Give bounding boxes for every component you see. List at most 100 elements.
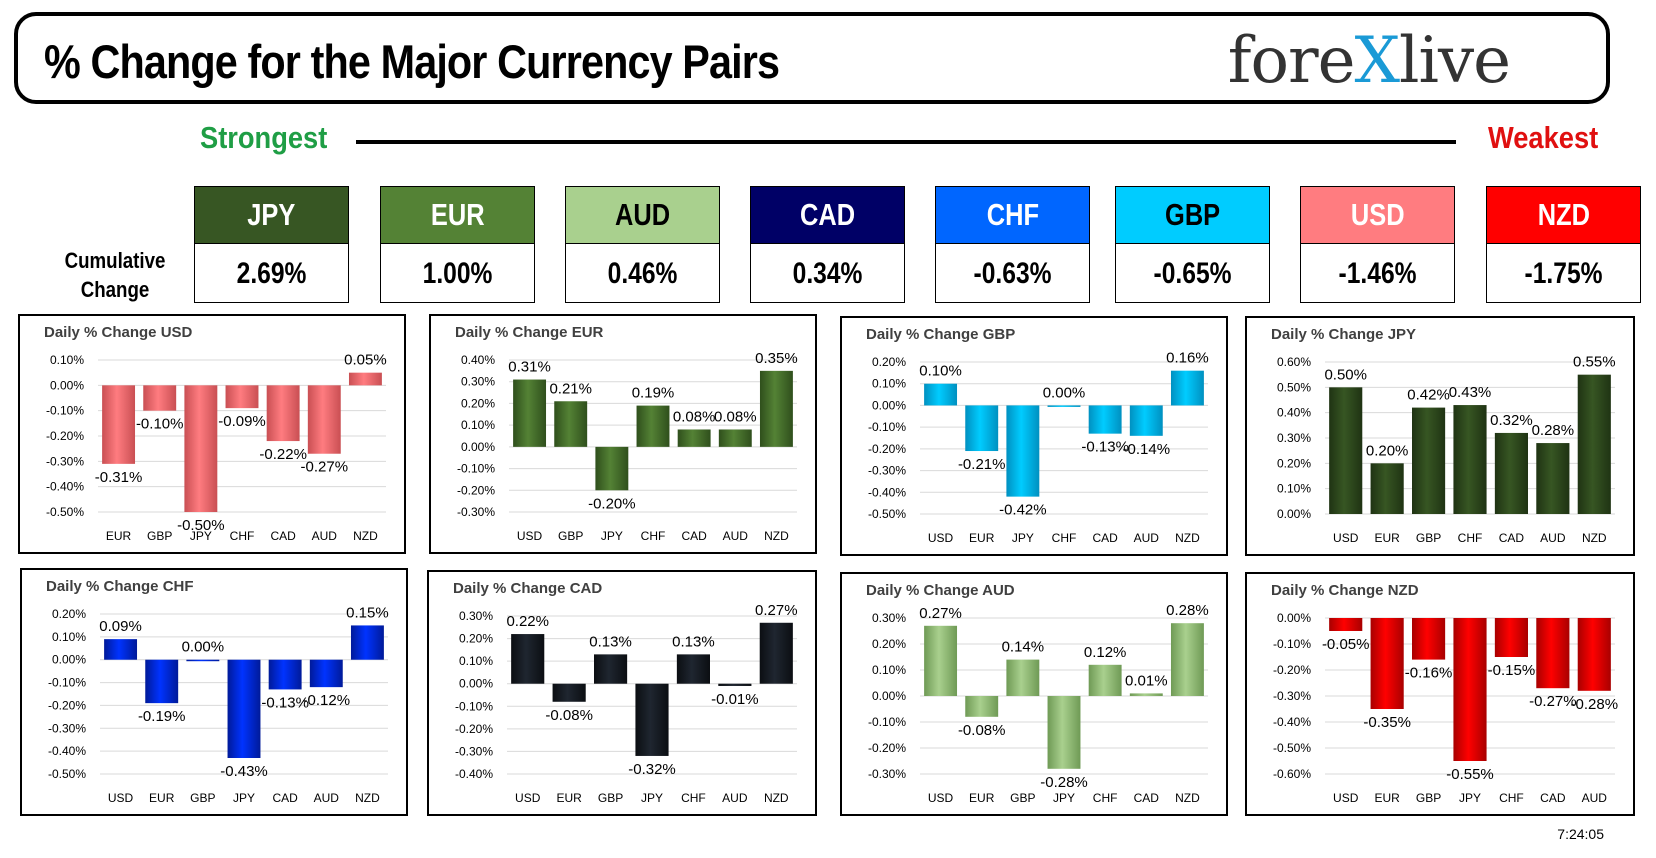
y-tick-label: -0.20%: [868, 741, 906, 755]
y-tick-label: 0.20%: [872, 355, 906, 369]
data-label: -0.13%: [1081, 439, 1129, 456]
y-tick-label: 0.20%: [461, 396, 495, 410]
bar-chart: 0.20% 0.10% 0.00% -0.10% -0.20% -0.30% -0.40% -…: [48, 604, 389, 805]
data-label: -0.12%: [303, 692, 351, 709]
x-tick-label: AUD: [1540, 531, 1566, 545]
bar: [1453, 405, 1487, 514]
chart-title: Daily % Change JPY: [1271, 326, 1417, 343]
bar: [1170, 370, 1204, 406]
y-tick-label: -0.30%: [1273, 689, 1311, 703]
currency-code-text: CHF: [986, 197, 1039, 232]
y-tick-label: -0.20%: [457, 483, 495, 497]
data-label: 0.27%: [919, 605, 962, 622]
y-tick-label: -0.40%: [1273, 715, 1311, 729]
y-tick-label: 0.30%: [872, 611, 906, 625]
cumulative-change-text: -0.65%: [1153, 257, 1232, 290]
currency-box-usd: USD -1.46%: [1300, 186, 1455, 303]
y-tick-label: -0.30%: [868, 464, 906, 478]
x-tick-label: EUR: [149, 791, 175, 805]
y-tick-label: -0.20%: [1273, 663, 1311, 677]
bar-chart: 0.10% 0.00% -0.10% -0.20% -0.30% -0.40% -0.50%…: [46, 352, 387, 543]
logo-text-right: live: [1399, 24, 1511, 98]
y-tick-label: 0.10%: [459, 654, 493, 668]
y-tick-label: 0.30%: [461, 375, 495, 389]
cumulative-label-line1: Cumulative: [64, 248, 166, 273]
data-label: -0.13%: [261, 694, 309, 711]
bar: [266, 385, 300, 442]
x-tick-label: AUD: [312, 529, 338, 543]
data-label: -0.16%: [1405, 665, 1453, 682]
y-tick-label: -0.10%: [48, 676, 86, 690]
cumulative-change-text: 1.00%: [422, 257, 493, 290]
bar: [759, 622, 793, 684]
data-label: -0.35%: [1363, 714, 1411, 731]
x-tick-label: CHF: [1458, 531, 1483, 545]
bar: [636, 405, 670, 447]
y-tick-label: -0.40%: [48, 744, 86, 758]
data-label: 0.05%: [344, 352, 387, 369]
currency-box-chf: CHF -0.63%: [935, 186, 1090, 303]
y-tick-label: -0.50%: [868, 507, 906, 521]
y-tick-label: -0.20%: [455, 722, 493, 736]
y-tick-label: -0.30%: [457, 505, 495, 519]
data-label: -0.28%: [1040, 774, 1088, 791]
x-tick-label: USD: [108, 791, 134, 805]
x-tick-label: NZD: [355, 791, 380, 805]
y-tick-label: -0.50%: [48, 767, 86, 781]
bar: [676, 654, 710, 684]
bar-chart: 0.40% 0.30% 0.20% 0.10% 0.00% -0.10% -0.20% -0.…: [457, 350, 798, 543]
x-tick-label: JPY: [233, 791, 255, 805]
cumulative-change-text: -1.46%: [1338, 257, 1417, 290]
x-tick-label: JPY: [1053, 791, 1075, 805]
logo-text-left: fore: [1227, 24, 1356, 98]
bar: [1453, 618, 1487, 761]
bar-chart: 0.00% -0.10% -0.20% -0.30% -0.40% -0.50% -0.60…: [1273, 611, 1618, 805]
bar: [1329, 618, 1363, 631]
x-tick-label: AUD: [723, 529, 749, 543]
bar-chart: 0.20% 0.10% 0.00% -0.10% -0.20% -0.30% -0.40% -…: [868, 350, 1209, 545]
x-tick-label: NZD: [353, 529, 378, 543]
currency-box-aud: AUD 0.46%: [565, 186, 720, 303]
cumulative-change-text: -1.75%: [1524, 257, 1603, 290]
currency-code: GBP: [1116, 187, 1269, 244]
data-label: 0.13%: [672, 633, 715, 650]
y-tick-label: -0.40%: [868, 485, 906, 499]
data-label: -0.55%: [1446, 766, 1494, 783]
weakest-label: Weakest: [1488, 120, 1599, 155]
x-tick-label: NZD: [1582, 531, 1607, 545]
data-label: 0.22%: [506, 613, 549, 630]
currency-code: JPY: [195, 187, 348, 244]
y-tick-label: 0.40%: [461, 353, 495, 367]
x-tick-label: GBP: [147, 529, 172, 543]
y-tick-label: 0.20%: [1277, 456, 1311, 470]
data-label: 0.12%: [1084, 644, 1127, 661]
bar: [1536, 443, 1570, 514]
data-label: -0.27%: [1529, 693, 1577, 710]
bar: [1129, 693, 1163, 696]
currency-code: CHF: [936, 187, 1089, 244]
y-tick-label: -0.10%: [868, 420, 906, 434]
data-label: -0.50%: [177, 517, 225, 534]
chart-panel-3: 0.20% 0.10% 0.00% -0.10% -0.20% -0.30% -0.40% -…: [840, 316, 1228, 556]
x-tick-label: CHF: [681, 791, 706, 805]
x-tick-label: NZD: [1175, 791, 1200, 805]
x-tick-label: USD: [515, 791, 541, 805]
data-label: -0.10%: [136, 416, 184, 433]
data-label: -0.14%: [1123, 441, 1171, 458]
data-label: -0.15%: [1488, 662, 1536, 679]
logo-x: X: [1354, 24, 1400, 98]
bar-chart: 0.30% 0.20% 0.10% 0.00% -0.10% -0.20% -0.30% -0…: [455, 602, 798, 805]
x-tick-label: NZD: [764, 791, 789, 805]
y-tick-label: -0.10%: [457, 462, 495, 476]
data-label: -0.31%: [95, 469, 143, 486]
x-tick-label: CAD: [270, 529, 296, 543]
bar: [307, 385, 341, 454]
data-label: 0.10%: [919, 363, 962, 380]
data-label: 0.08%: [673, 408, 716, 425]
bar: [924, 625, 958, 696]
y-tick-label: 0.10%: [50, 353, 84, 367]
cumulative-change-value: -1.46%: [1301, 244, 1454, 304]
y-tick-label: 0.00%: [1277, 507, 1311, 521]
y-tick-label: 0.10%: [872, 377, 906, 391]
data-label: 0.20%: [1366, 442, 1409, 459]
